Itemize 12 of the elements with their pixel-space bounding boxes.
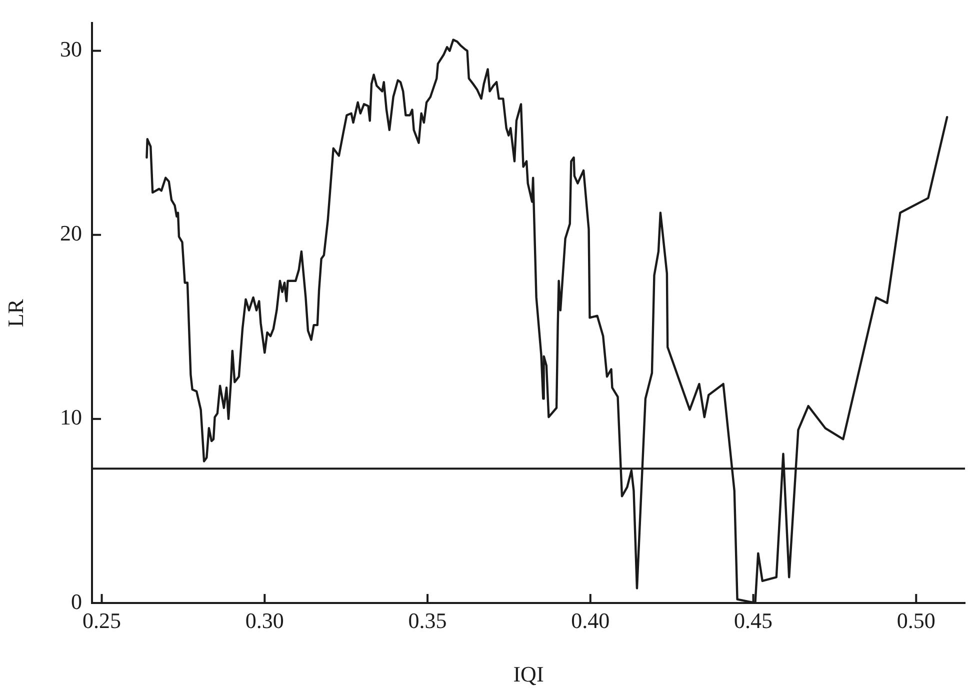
- x-tick-label: 0.35: [408, 608, 447, 633]
- y-tick-label: 20: [60, 220, 82, 246]
- y-axis-title: LR: [2, 298, 28, 328]
- y-tick-label: 0: [71, 588, 82, 614]
- x-tick-label: 0.25: [82, 608, 122, 633]
- x-axis-title: IQI: [513, 662, 544, 687]
- x-tick-label: 0.50: [896, 608, 936, 633]
- y-tick-label: 30: [60, 36, 82, 62]
- y-tick-label: 10: [60, 404, 82, 430]
- x-tick-label: 0.30: [245, 608, 284, 633]
- x-tick-label: 0.40: [571, 608, 610, 633]
- x-tick-label: 0.45: [734, 608, 773, 633]
